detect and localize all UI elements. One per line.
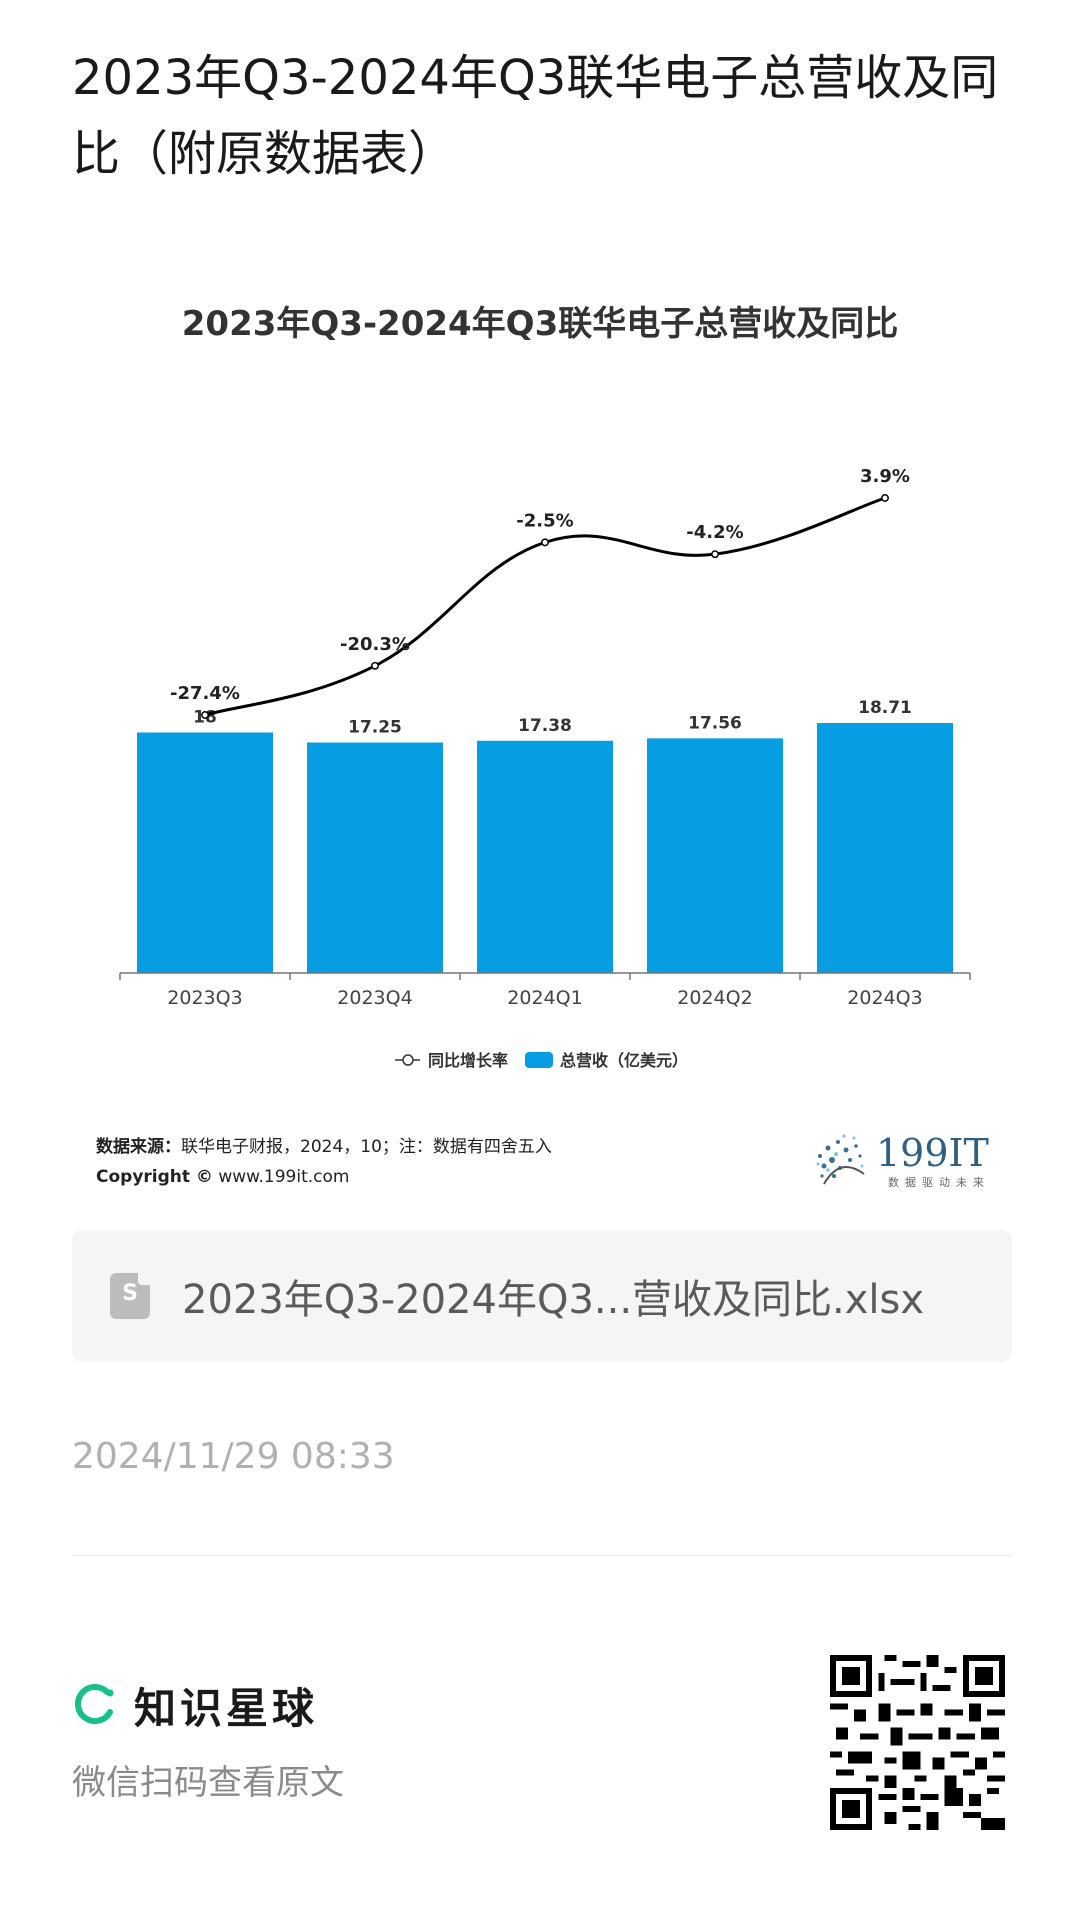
spreadsheet-file-icon: S [110,1273,150,1319]
copyright-label: Copyright © [96,1167,213,1187]
growth-rate-point [371,661,379,670]
file-icon-letter: S [122,1281,138,1306]
bar-2024Q3 [817,723,953,973]
bar-value-label: 17.38 [518,716,572,736]
source-label: 数据来源： [96,1137,181,1157]
growth-rate-point [881,494,889,502]
attachment-file-name: 2023年Q3-2024年Q3...营收及同比.xlsx [182,1277,925,1323]
page-title: 2023年Q3-2024年Q3联华电子总营收及同比（附原数据表） [72,50,999,182]
bar-value-label: 17.56 [688,713,742,733]
scan-hint: 微信扫码查看原文 [72,1763,344,1803]
planet-ring-icon [75,1684,114,1724]
growth-rate-label: -27.4% [170,683,240,704]
knowledge-planet-logo: 知识星球 [72,1680,318,1733]
x-tick-label: 2023Q3 [167,987,242,1009]
growth-rate-label: -2.5% [516,510,573,531]
growth-rate-point [201,711,209,719]
growth-rate-label: 3.9% [860,466,910,487]
x-tick-label: 2024Q3 [847,987,922,1009]
growth-rate-point [541,538,549,547]
copyright-site: www.199it.com [218,1167,350,1187]
brand-name: 199IT [876,1131,989,1175]
source-text: 联华电子财报，2024，10；注：数据有四舍五入 [181,1137,552,1157]
bar-2024Q2 [647,738,783,973]
growth-rate-point [711,550,719,559]
199it-logo: 199IT 数据驱动未来 [816,1131,990,1189]
x-tick-label: 2024Q1 [507,987,582,1009]
chart-title: 2023年Q3-2024年Q3联华电子总营收及同比 [182,304,899,344]
growth-rate-label: -20.3% [340,634,410,655]
legend-revenue: 总营收（亿美元） [560,1051,688,1070]
planet-name: 知识星球 [134,1683,319,1733]
brand-tagline: 数据驱动未来 [888,1175,990,1189]
bar-value-label: 18.71 [858,698,912,718]
attachment-card[interactable]: S 2023年Q3-2024年Q3...营收及同比.xlsx [72,1230,1012,1362]
chart-image: 2023年Q3-2024年Q3联华电子总营收及同比 1817.2517.3817… [0,290,1080,1210]
divider [72,1555,1012,1556]
qr-code[interactable] [830,1655,1005,1830]
bar-2023Q4 [307,742,443,973]
legend-line-marker [402,1054,414,1066]
data-source: 数据来源：联华电子财报，2024，10；注：数据有四舍五入 Copyright … [96,1132,552,1192]
chart-canvas: 2023年Q3-2024年Q3联华电子总营收及同比 1817.2517.3817… [119,304,971,1070]
post-timestamp: 2024/11/29 08:33 [72,1436,395,1477]
legend-growth-rate: 同比增长率 [428,1051,508,1070]
legend-bar-swatch [525,1052,553,1068]
x-tick-label: 2023Q4 [337,987,412,1009]
bar-2024Q1 [477,740,613,973]
x-tick-label: 2024Q2 [677,987,752,1009]
bar-2023Q3 [137,732,273,973]
bar-value-label: 17.25 [348,718,402,738]
growth-rate-label: -4.2% [686,522,743,543]
